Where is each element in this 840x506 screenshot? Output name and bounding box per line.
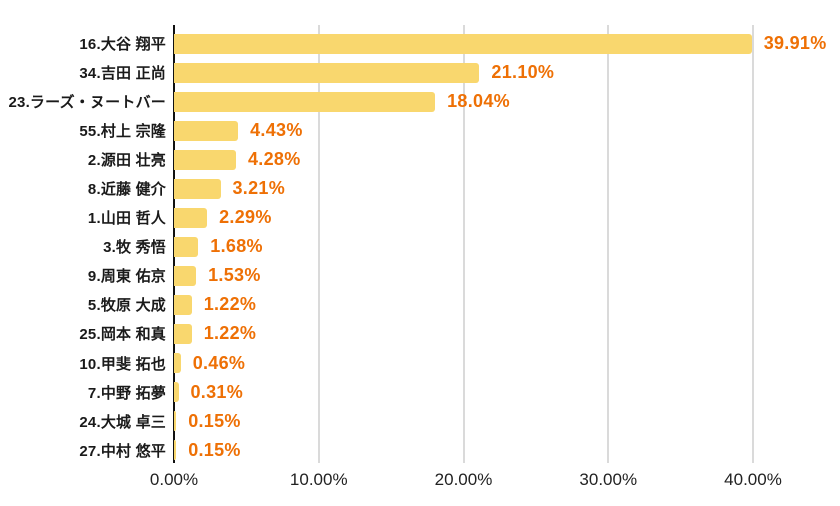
bar-track: 39.91%: [174, 29, 840, 58]
value-label: 1.53%: [208, 265, 261, 286]
category-label: 16.大谷 翔平: [79, 36, 166, 54]
category-label: 23.ラーズ・ヌートバー: [8, 94, 166, 112]
x-axis-tick-label: 30.00%: [579, 470, 638, 489]
bar-rows: 16.大谷 翔平 39.91% 34.吉田 正尚 21.10% 23.ラーズ・ヌ…: [0, 29, 840, 465]
bar-track: 1.22%: [174, 319, 840, 348]
bar: [174, 411, 177, 432]
value-label: 0.15%: [188, 410, 241, 431]
category-label: 7.中野 拓夢: [87, 384, 166, 402]
gridline: [607, 25, 610, 463]
bar: [174, 149, 236, 170]
bar-track: 4.28%: [174, 145, 840, 174]
bar-track: 21.10%: [174, 58, 840, 87]
bar-row: 2.源田 壮亮 4.28%: [0, 145, 840, 174]
bar-row: 8.近藤 健介 3.21%: [0, 174, 840, 203]
value-label: 1.22%: [203, 294, 257, 315]
bar-track: 0.31%: [174, 378, 840, 407]
bar: [174, 33, 752, 54]
category-label: 34.吉田 正尚: [79, 65, 166, 83]
category-label: 8.近藤 健介: [87, 181, 166, 199]
bar-row: 55.村上 宗隆 4.43%: [0, 116, 840, 145]
category-label: 10.甲斐 拓也: [79, 355, 166, 373]
bar-track: 0.15%: [174, 436, 840, 465]
bar: [174, 91, 436, 112]
category-label: 25.岡本 和真: [79, 326, 166, 344]
gridline: [752, 25, 754, 463]
value-label: 0.15%: [188, 439, 241, 460]
bar: [174, 353, 181, 374]
x-axis-tick-label: 10.00%: [289, 470, 348, 489]
category-label: 24.大城 卓三: [79, 413, 166, 431]
bar-row: 10.甲斐 拓也 0.46%: [0, 349, 840, 378]
bar-track: 18.04%: [174, 87, 840, 116]
bar-row: 5.牧原 大成 1.22%: [0, 290, 840, 319]
bar-row: 3.牧 秀悟 1.68%: [0, 232, 840, 261]
category-label: 9.周東 佑京: [87, 268, 166, 286]
bar-track: 1.68%: [174, 232, 840, 261]
gridline: [317, 25, 320, 463]
x-axis-tick-label: 40.00%: [724, 470, 782, 489]
bar-track: 2.29%: [174, 203, 840, 232]
bar: [174, 382, 179, 403]
bar: [174, 120, 239, 141]
bar-row: 24.大城 卓三 0.15%: [0, 407, 840, 436]
bar-row: 16.大谷 翔平 39.91%: [0, 29, 840, 58]
category-label: 1.山田 哲人: [87, 210, 166, 228]
category-label: 5.牧原 大成: [87, 297, 166, 315]
x-axis-tick-label: 20.00%: [434, 470, 493, 489]
bar-row: 1.山田 哲人 2.29%: [0, 203, 840, 232]
bar-row: 7.中野 拓夢 0.31%: [0, 378, 840, 407]
category-label: 3.牧 秀悟: [103, 239, 166, 257]
bar: [174, 294, 192, 315]
value-label: 3.21%: [232, 178, 286, 199]
bar: [174, 236, 199, 257]
value-label: 1.68%: [210, 236, 263, 257]
bar: [174, 323, 192, 344]
bar-track: 3.21%: [174, 174, 840, 203]
bar: [174, 265, 197, 286]
bar: [174, 62, 480, 83]
bar-row: 25.岡本 和真 1.22%: [0, 319, 840, 348]
gridline: [462, 25, 465, 463]
value-label: 21.10%: [491, 62, 555, 83]
bar-track: 1.22%: [174, 290, 840, 319]
value-label: 4.43%: [250, 120, 303, 141]
bar-track: 0.46%: [174, 349, 840, 378]
bar-track: 1.53%: [174, 261, 840, 290]
value-label: 39.91%: [763, 33, 827, 54]
category-label: 55.村上 宗隆: [79, 123, 166, 141]
bar-track: 4.43%: [174, 116, 840, 145]
bar-row: 27.中村 悠平 0.15%: [0, 436, 840, 465]
x-axis-tick-label: 0.00%: [149, 470, 199, 489]
category-label: 2.源田 壮亮: [87, 152, 166, 170]
bar: [174, 207, 208, 228]
bar-row: 34.吉田 正尚 21.10%: [0, 58, 840, 87]
value-label: 1.22%: [203, 323, 257, 344]
value-label: 0.31%: [190, 381, 244, 402]
value-label: 4.28%: [248, 149, 301, 170]
bar-row: 23.ラーズ・ヌートバー 18.04%: [0, 87, 840, 116]
bar-row: 9.周東 佑京 1.53%: [0, 261, 840, 290]
category-label: 27.中村 悠平: [79, 442, 166, 460]
value-label: 18.04%: [447, 91, 510, 112]
value-label: 0.46%: [192, 352, 246, 373]
bar: [174, 440, 177, 461]
bar: [174, 178, 221, 199]
bar-track: 0.15%: [174, 407, 840, 436]
value-label: 2.29%: [219, 207, 272, 228]
